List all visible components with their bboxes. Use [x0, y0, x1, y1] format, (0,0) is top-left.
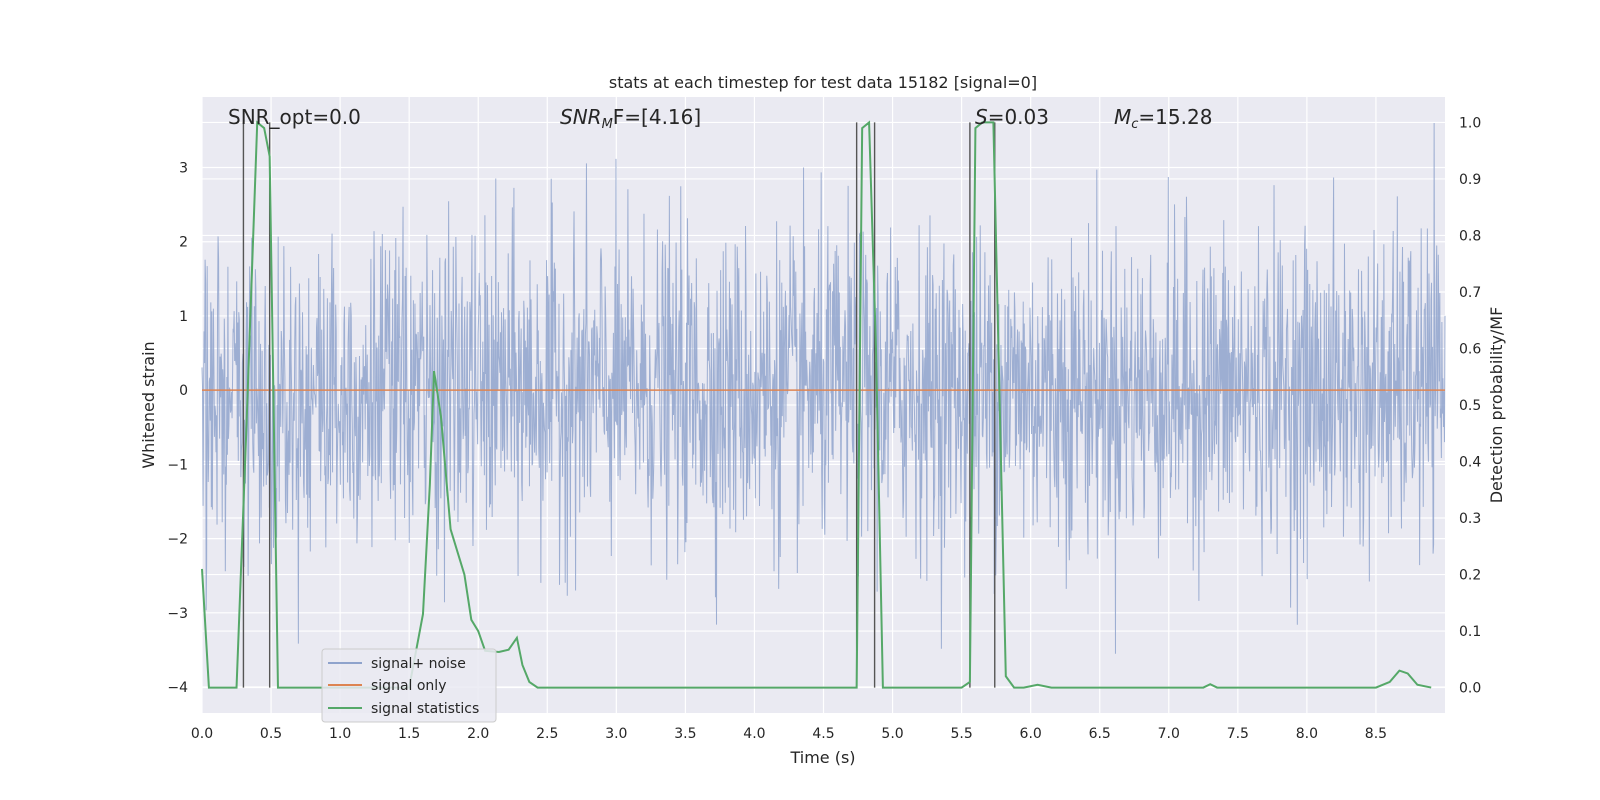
- x-tick-label: 1.0: [329, 726, 351, 742]
- mc-main: M: [1114, 105, 1131, 129]
- snr-mf-main: SNR: [560, 105, 602, 129]
- y-tick-label-left: 3: [179, 161, 188, 177]
- x-tick-label: 8.0: [1296, 726, 1318, 742]
- x-tick-label: 2.5: [536, 726, 558, 742]
- y-tick-label-left: 0: [179, 383, 188, 399]
- snr-mf-rest: F=[4.16]: [613, 105, 701, 129]
- y-tick-label-left: 2: [179, 235, 188, 251]
- x-tick-label: 2.0: [467, 726, 489, 742]
- legend-label-signal: signal only: [371, 678, 446, 694]
- y-tick-label-right: 0.6: [1459, 341, 1481, 357]
- x-tick-label: 0.5: [260, 726, 282, 742]
- y-axis-left-label: Whitened strain: [139, 341, 158, 468]
- x-tick-label: 4.0: [743, 726, 765, 742]
- x-tick-label: 5.5: [950, 726, 972, 742]
- y-tick-label-right: 1.0: [1459, 115, 1481, 131]
- mc-rest: =15.28: [1138, 105, 1212, 129]
- annotation-snr-opt: SNR_opt=0.0: [228, 105, 361, 129]
- x-tick-label: 6.5: [1089, 726, 1111, 742]
- legend-label-noise: signal+ noise: [371, 656, 466, 672]
- legend-label-stats: signal statistics: [371, 701, 479, 717]
- legend-box: [321, 648, 497, 723]
- y-tick-label-right: 0.1: [1459, 624, 1481, 640]
- s-main: S: [975, 105, 988, 129]
- x-tick-label: 6.0: [1020, 726, 1042, 742]
- y-tick-label-right: 0.8: [1459, 228, 1481, 244]
- x-tick-label: 5.0: [881, 726, 903, 742]
- y-tick-label-left: 1: [179, 309, 188, 325]
- y-tick-label-right: 0.9: [1459, 172, 1481, 188]
- x-tick-label: 1.5: [398, 726, 420, 742]
- chart-title: stats at each timestep for test data 151…: [609, 73, 1037, 92]
- y-tick-label-right: 0.4: [1459, 455, 1481, 471]
- x-axis-ticks: 0.0 0.5 1.0 1.5 2.0 2.5 3.0 3.5 4.0 4.5 5.0 5.5 6.0 6…: [191, 726, 1387, 742]
- x-tick-label: 4.5: [812, 726, 834, 742]
- annotation-s: S=0.03: [975, 105, 1049, 129]
- x-tick-label: 8.5: [1365, 726, 1387, 742]
- y-tick-label-right: 0.0: [1459, 681, 1481, 697]
- s-rest: =0.03: [988, 105, 1049, 129]
- y-tick-label-right: 0.7: [1459, 285, 1481, 301]
- y-tick-label-left: −2: [167, 532, 188, 548]
- snr-mf-sub: M: [602, 117, 613, 132]
- y-tick-label-left: −3: [167, 606, 188, 622]
- y-tick-label-right: 0.3: [1459, 511, 1481, 527]
- x-tick-label: 3.5: [674, 726, 696, 742]
- x-tick-label: 7.5: [1227, 726, 1249, 742]
- y-axis-right-label: Detection probability/MF: [1487, 307, 1506, 504]
- x-axis-label: Time (s): [789, 748, 855, 767]
- x-tick-label: 7.0: [1158, 726, 1180, 742]
- annotation-mc: Mc=15.28: [1114, 105, 1212, 132]
- y-tick-label-left: −1: [167, 457, 188, 473]
- y-tick-label-left: −4: [167, 680, 188, 696]
- signal-noise-line: [201, 122, 1446, 654]
- y-axis-right-ticks: 0.0 0.1 0.2 0.3 0.4 0.5 0.6 0.7 0.8 0.9 1.0: [1459, 115, 1481, 696]
- y-axis-left-ticks: −4 −3 −2 −1 0 1 2 3: [167, 161, 188, 697]
- signal-noise-series: [201, 122, 1446, 654]
- legend: signal+ noise signal only signal statist…: [321, 648, 497, 723]
- x-tick-label: 3.0: [605, 726, 627, 742]
- mc-sub: c: [1131, 117, 1138, 132]
- x-tick-label: 0.0: [191, 726, 213, 742]
- y-tick-label-right: 0.2: [1459, 568, 1481, 584]
- y-tick-label-right: 0.5: [1459, 398, 1481, 414]
- annotation-snr-mf: SNRMF=[4.16]: [560, 105, 701, 132]
